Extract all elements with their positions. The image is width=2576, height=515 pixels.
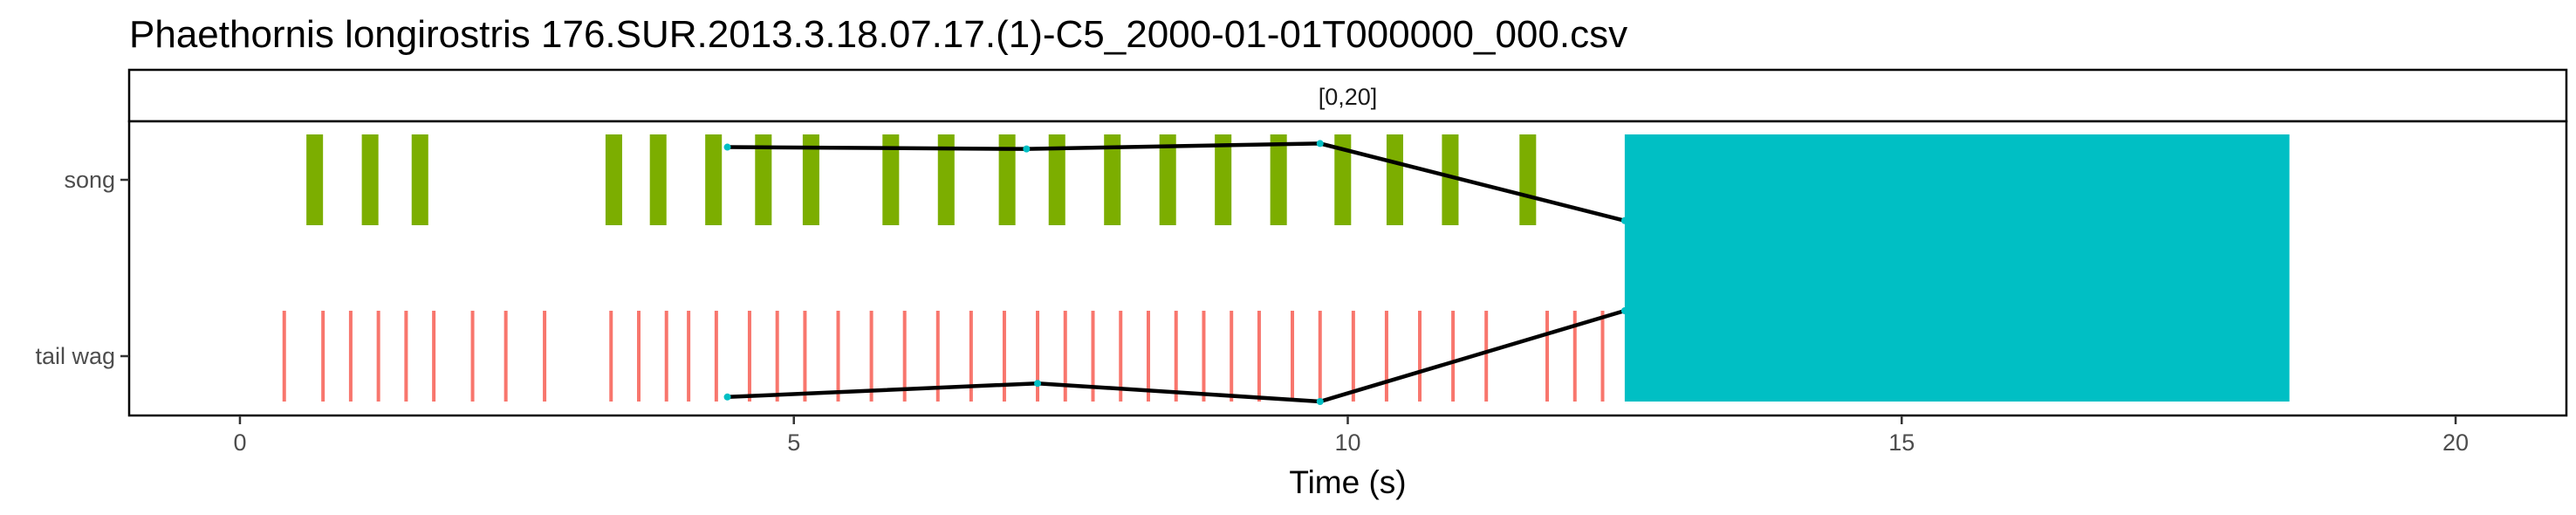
song-event-bar — [937, 134, 955, 225]
x-tick-label: 10 — [1334, 429, 1360, 456]
song-event-bar — [998, 134, 1016, 225]
trend-point — [1316, 140, 1324, 148]
y-axis: song tail wag — [35, 167, 129, 369]
song-event-bar — [1519, 134, 1537, 225]
song-event-bar — [605, 134, 622, 225]
tail-wag-trend-line — [727, 308, 1626, 404]
trend-point — [1023, 145, 1031, 153]
song-event-bar — [1334, 134, 1352, 225]
facet-label: [0,20] — [1319, 84, 1378, 110]
x-tick-label: 5 — [787, 429, 800, 456]
x-axis-title: Time (s) — [1289, 464, 1406, 500]
song-event-bar — [649, 134, 667, 225]
song-event-bar — [361, 134, 379, 225]
song-event-bar — [755, 134, 772, 225]
y-tick-label: song — [64, 167, 115, 193]
chart-title: Phaethornis longirostris 176.SUR.2013.3.… — [129, 13, 1627, 56]
x-tick-label: 0 — [233, 429, 246, 456]
y-tick-label: tail wag — [35, 343, 115, 369]
song-event-bar — [1386, 134, 1403, 225]
song-event-bar — [1270, 134, 1287, 225]
trend-point — [723, 143, 731, 151]
song-event-bar — [1215, 134, 1232, 225]
song-event-bar — [705, 134, 723, 225]
trend-point — [723, 393, 731, 401]
highlight-region — [1624, 134, 2290, 402]
trend-point — [1316, 398, 1324, 405]
facet-strip — [127, 68, 2568, 123]
trend-point — [1620, 216, 1628, 224]
song-event-bar — [411, 134, 428, 225]
x-tick-label: 15 — [1888, 429, 1915, 456]
trend-point — [1034, 380, 1042, 388]
song-event-bar — [1159, 134, 1176, 225]
x-axis: 0 5 10 15 20 — [233, 415, 2469, 456]
song-trend-line — [727, 141, 1626, 223]
song-event-bar — [1048, 134, 1065, 225]
song-event-bar — [306, 134, 324, 225]
x-tick-label: 20 — [2442, 429, 2469, 456]
trend-point — [1620, 307, 1628, 314]
song-event-bar — [1442, 134, 1459, 225]
song-event-bar — [802, 134, 819, 225]
song-event-bar — [882, 134, 900, 225]
song-event-bar — [1104, 134, 1121, 225]
plot-marks — [282, 134, 2290, 405]
